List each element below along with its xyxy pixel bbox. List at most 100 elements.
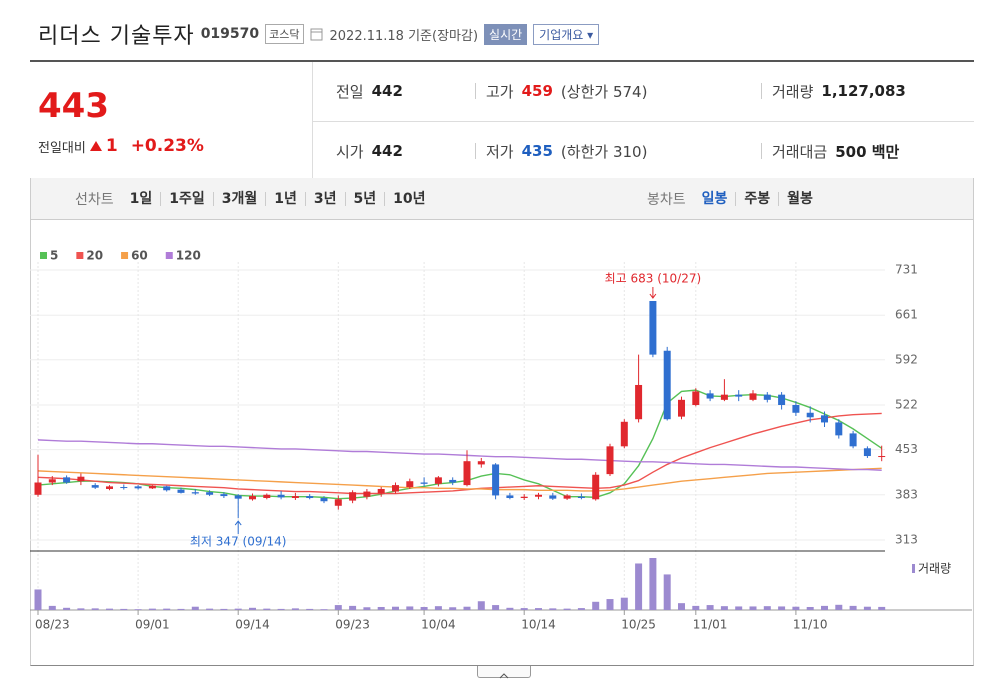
stock-code: 019570 [200,26,260,42]
candle-body [549,495,557,499]
volume-bar [778,606,786,610]
volume-bar [477,601,485,610]
candle-tabs: 봉차트 일봉 주봉 월봉 [647,178,821,219]
change-value: 1 [105,136,118,156]
change-percent: +0.23% [130,136,204,156]
candle-body [678,399,685,417]
volume-bar [148,608,156,610]
base-date: 2022.11.18 기준(장마감) [329,28,479,44]
y-tick-label: 731 [895,263,918,277]
candle-body [649,301,657,355]
volume-bar [720,606,728,610]
quote-label: 고가 [486,82,514,101]
volume-bar [706,605,714,610]
volume-bar [620,597,628,610]
header: 리더스 기술투자 019570 코스닥 2022.11.18 기준(장마감) 실… [38,18,600,50]
tab[interactable]: 10년 [384,191,433,206]
stock-name: 리더스 기술투자 [38,24,195,49]
change: 전일대비 1 +0.23% [38,136,204,156]
candle-body [206,492,214,495]
candle-body [449,479,457,483]
quote-note: (하한가 310) [560,142,648,161]
candle-body [306,496,314,499]
tab[interactable]: 일봉 [701,190,728,207]
candle-body [91,485,99,488]
volume-bar [363,607,371,610]
volume-bar [277,608,285,610]
volume-bar [334,605,342,610]
quote-value: 435 [521,142,553,160]
tab[interactable]: 5년 [344,191,385,206]
volume-bar [463,606,471,610]
candle-body [349,492,357,501]
price-cell: 443 전일대비 1 +0.23% [30,62,313,179]
volume-bar [520,608,528,610]
candle-body [749,393,757,400]
x-tick-label: 10/14 [521,618,556,632]
candle-body [163,486,171,491]
tab[interactable]: 3년 [304,191,345,206]
candle-body [406,481,414,488]
volume-bar [863,606,871,610]
candle-body [863,448,871,457]
quote-value: 442 [371,82,403,100]
volume-bar [177,608,185,610]
candle-body [263,494,271,499]
candle-body [806,412,814,418]
y-tick-label: 592 [895,352,918,366]
tab[interactable]: 1일 [129,190,153,207]
candle-body [420,482,428,484]
tab[interactable]: 3개월 [212,191,266,206]
volume-bar [663,574,671,610]
quote-value: 1,127,083 [821,82,906,100]
candle-body [821,415,828,423]
x-tick-label: 09/01 [135,618,170,632]
volume-swatch [912,564,915,573]
candle-body [334,499,342,506]
x-tick-label: 11/01 [693,618,728,632]
tab[interactable]: 주봉 [735,191,778,206]
high-annotation: 최고 683 (10/27) [605,272,702,286]
x-tick-label: 11/10 [793,618,828,632]
chart-tabs: 선차트 1일 1주일 3개월 1년 3년 5년 10년 봉차트 일봉 주봉 월봉 [30,178,974,220]
tab-group-label: 봉차트 [647,191,686,208]
collapse-button[interactable] [477,666,531,679]
candle-body [120,487,128,489]
x-tick-label: 10/04 [421,618,456,632]
realtime-button[interactable]: 실시간 [484,23,528,45]
candle-body [77,476,85,482]
tab[interactable]: 1주일 [160,191,213,206]
candle-body [191,492,199,494]
volume-bar [821,605,828,610]
legend-swatch [76,252,84,259]
quote-label: 저가 [486,142,514,161]
candle-body [134,486,142,489]
change-label: 전일대비 [38,140,86,156]
legend-label: 20 [86,249,103,263]
tab[interactable]: 1년 [265,191,305,206]
volume-bar [420,606,428,610]
legend-label: 120 [176,249,201,263]
ma-line [37,439,882,471]
candle-body [392,485,399,492]
volume-bar [106,608,113,610]
quote-label: 거래대금 [772,142,828,161]
candle-body [63,477,71,483]
ma-line [37,467,882,492]
chart-frame [30,220,974,666]
volume-bar [349,605,357,610]
chart: 313 383 453 522 592 661 731 08/23 09/01 09/14 09/2… [30,249,972,632]
candle-body [563,495,571,499]
company-button[interactable]: 기업개요 ▾ [533,23,600,45]
candle-body [692,391,700,405]
volume-bar [306,608,314,610]
tab[interactable]: 월봉 [778,191,821,206]
candle-body [220,494,228,497]
volume-bar [320,609,328,610]
candle-body [592,474,600,500]
volume-bar [291,608,299,610]
volume-bar [163,608,171,610]
quote-note: (상한가 574) [560,82,648,101]
volume-bar [606,599,614,610]
